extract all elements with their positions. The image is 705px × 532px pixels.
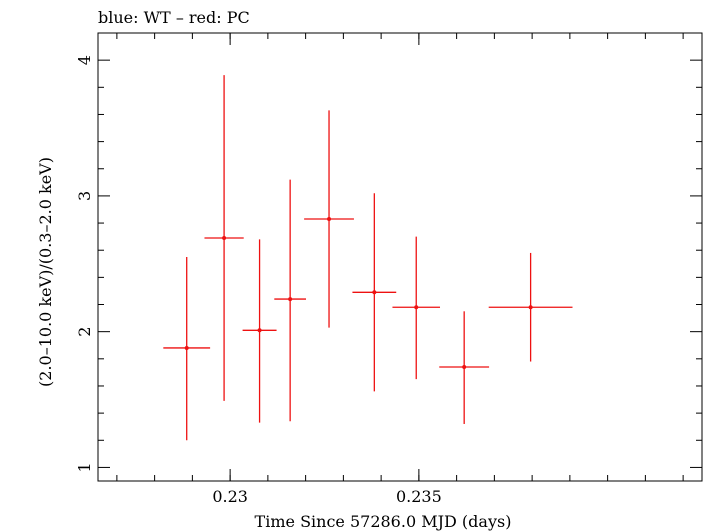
axis-ticks — [98, 32, 702, 481]
data-point — [392, 236, 441, 380]
y-tick-label: 2 — [75, 327, 94, 337]
point-marker — [462, 364, 467, 369]
data-point — [204, 75, 244, 401]
x-axis-label: Time Since 57286.0 MJD (days) — [255, 512, 512, 531]
data-point — [488, 252, 573, 362]
chart-title: blue: WT – red: PC — [98, 8, 250, 27]
y-tick-label: 4 — [75, 55, 94, 65]
axis-tick-labels: 0.23 0.235 1 2 3 4 — [75, 55, 442, 506]
y-tick-label: 1 — [75, 462, 94, 472]
data-point — [163, 257, 211, 441]
x-tick-label: 0.235 — [396, 487, 442, 506]
point-marker — [372, 290, 377, 295]
data-point — [352, 193, 397, 392]
point-marker — [327, 216, 332, 221]
point-marker — [414, 305, 419, 310]
data-point — [439, 311, 490, 424]
point-marker — [222, 235, 227, 240]
y-tick-label: 3 — [75, 191, 94, 201]
y-axis-label: (2.0–10.0 keV)/(0.3–2.0 keV) — [36, 157, 55, 387]
point-marker — [257, 328, 262, 333]
point-marker — [184, 345, 189, 350]
point-marker — [288, 297, 293, 302]
plot-frame — [97, 32, 703, 482]
data-point — [304, 110, 354, 328]
x-tick-label: 0.23 — [212, 487, 248, 506]
data-points — [163, 75, 573, 441]
data-point — [274, 179, 307, 422]
point-marker — [528, 305, 533, 310]
data-point — [242, 239, 277, 423]
